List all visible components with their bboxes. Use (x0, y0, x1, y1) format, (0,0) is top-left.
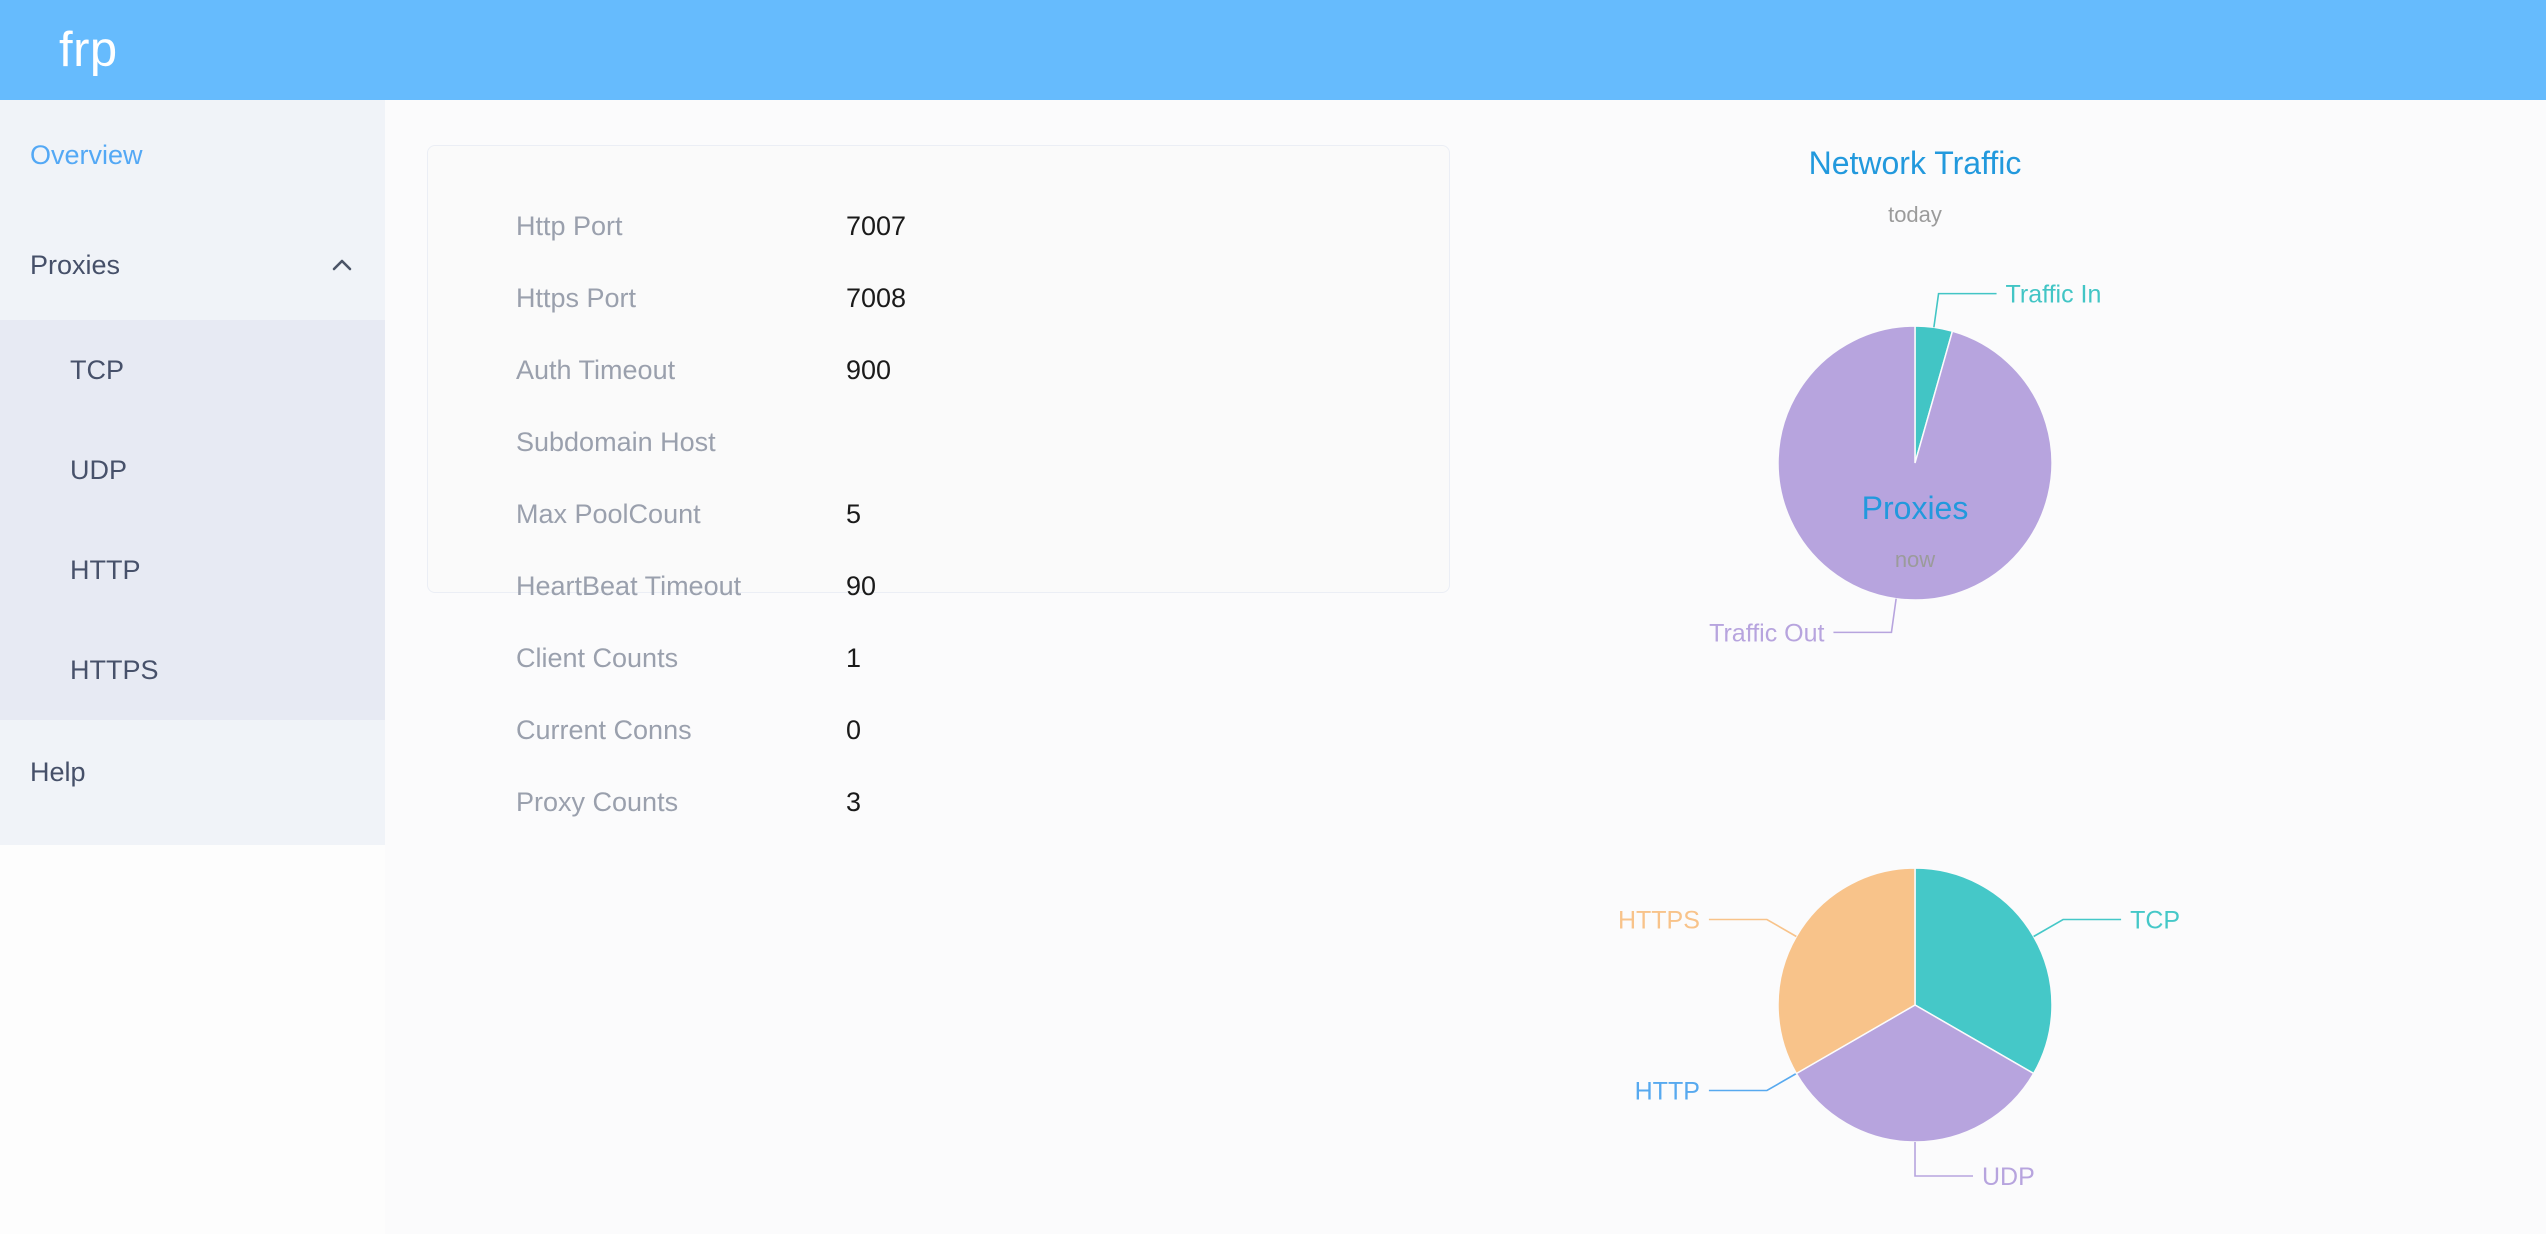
sidebar-item-https-label: HTTPS (70, 654, 159, 685)
info-value: 0 (846, 714, 862, 745)
sidebar-item-udp[interactable]: UDP (0, 420, 385, 520)
pie-slice-label: Traffic Out (1709, 619, 1824, 647)
info-row-max-poolcount: Max PoolCount 5 (428, 478, 1449, 550)
info-row-heartbeat-timeout: HeartBeat Timeout 90 (428, 550, 1449, 622)
sidebar-item-overview[interactable]: Overview (0, 100, 385, 210)
info-row-http-port: Http Port 7007 (428, 190, 1449, 262)
pie-slice-label: HTTP (1635, 1078, 1700, 1106)
main-content: Http Port 7007 Https Port 7008 Auth Time… (385, 100, 2546, 1234)
sidebar-item-https[interactable]: HTTPS (0, 620, 385, 720)
sidebar-item-proxies-label: Proxies (30, 249, 121, 280)
network-traffic-title: Network Traffic (1808, 145, 2022, 181)
sidebar-item-http-label: HTTP (70, 554, 141, 585)
info-label: Http Port (516, 210, 623, 241)
info-value: 7008 (846, 282, 907, 313)
sidebar-item-http[interactable]: HTTP (0, 520, 385, 620)
proxies-chart: Proxies now TCP UDP HTTP HTTPS (1515, 465, 2315, 1234)
info-value: 3 (846, 786, 862, 817)
sidebar-submenu-proxies: TCP UDP HTTP HTTPS (0, 320, 385, 720)
network-traffic-pie[interactable]: Traffic In Traffic Out (1515, 120, 2315, 700)
chevron-up-icon[interactable] (327, 250, 357, 280)
info-value: 1 (846, 642, 862, 673)
sidebar-item-tcp-label: TCP (70, 354, 124, 385)
info-label: Current Conns (516, 714, 692, 745)
info-value: 5 (846, 498, 862, 529)
network-traffic-chart: Network Traffic today Traffic In Traffic … (1515, 120, 2315, 700)
sidebar-item-proxies[interactable]: Proxies (0, 210, 385, 320)
info-label: Https Port (516, 282, 637, 313)
sidebar-item-help[interactable]: Help (0, 720, 385, 825)
sidebar-nav: Overview Proxies TCP UDP HTTP HTTPS (0, 100, 385, 845)
info-row-client-counts: Client Counts 1 (428, 622, 1449, 694)
network-traffic-subtitle: today (1888, 202, 1942, 227)
server-info-rows: Http Port 7007 Https Port 7008 Auth Time… (428, 190, 1449, 838)
info-row-proxy-counts: Proxy Counts 3 (428, 766, 1449, 838)
sidebar-item-help-label: Help (30, 757, 86, 787)
info-label: Max PoolCount (516, 498, 701, 529)
proxies-subtitle: now (1894, 547, 1936, 572)
proxies-title: Proxies (1861, 490, 1969, 526)
info-label: Proxy Counts (516, 786, 679, 817)
info-row-https-port: Https Port 7008 (428, 262, 1449, 334)
info-label: Subdomain Host (516, 426, 716, 457)
info-value: 900 (846, 354, 892, 385)
info-label: HeartBeat Timeout (516, 570, 742, 601)
app-header: frp (0, 0, 2546, 100)
sidebar-item-udp-label: UDP (70, 454, 128, 485)
info-label: Client Counts (516, 642, 679, 673)
pie-slice-label: UDP (1982, 1163, 2035, 1191)
server-info-card: Http Port 7007 Https Port 7008 Auth Time… (427, 145, 1450, 817)
sidebar-item-overview-label: Overview (30, 139, 143, 170)
pie-slice-label: Traffic In (2006, 281, 2102, 309)
pie-slice-label: TCP (2130, 907, 2180, 935)
info-value: 90 (846, 570, 877, 601)
info-label: Auth Timeout (516, 354, 676, 385)
info-row-current-conns: Current Conns 0 (428, 694, 1449, 766)
proxies-pie[interactable]: TCP UDP HTTP HTTPS (1515, 465, 2315, 1234)
sidebar-item-tcp[interactable]: TCP (0, 320, 385, 420)
pie-slice-label: HTTPS (1618, 907, 1700, 935)
app-brand-title: frp (59, 22, 118, 77)
info-row-auth-timeout: Auth Timeout 900 (428, 334, 1449, 406)
info-row-subdomain-host: Subdomain Host (428, 406, 1449, 478)
info-value: 7007 (846, 210, 907, 241)
